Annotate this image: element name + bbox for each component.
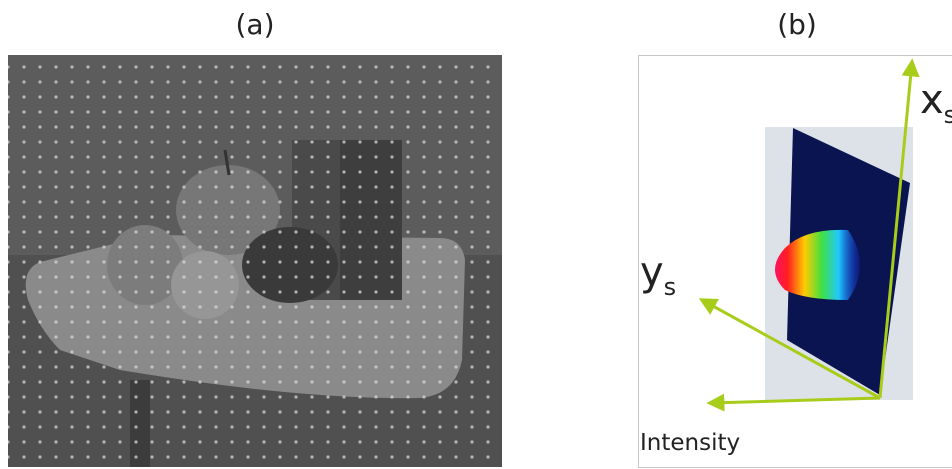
- axis-main: y: [640, 249, 664, 295]
- axis-label: Intensity: [640, 430, 740, 456]
- axis-subscript: s: [944, 101, 952, 129]
- figure: (a) (b) xs ys Intensity: [0, 0, 952, 469]
- panel-label: (a): [235, 8, 274, 41]
- photo: [8, 55, 502, 467]
- axis-subscript: s: [664, 273, 677, 301]
- panel-label: (b): [777, 8, 817, 41]
- diagram: xs ys Intensity: [639, 56, 952, 468]
- axis-main: x: [920, 77, 944, 123]
- page: (a) (b) xs ys Intensity (() => { const d…: [0, 0, 952, 469]
